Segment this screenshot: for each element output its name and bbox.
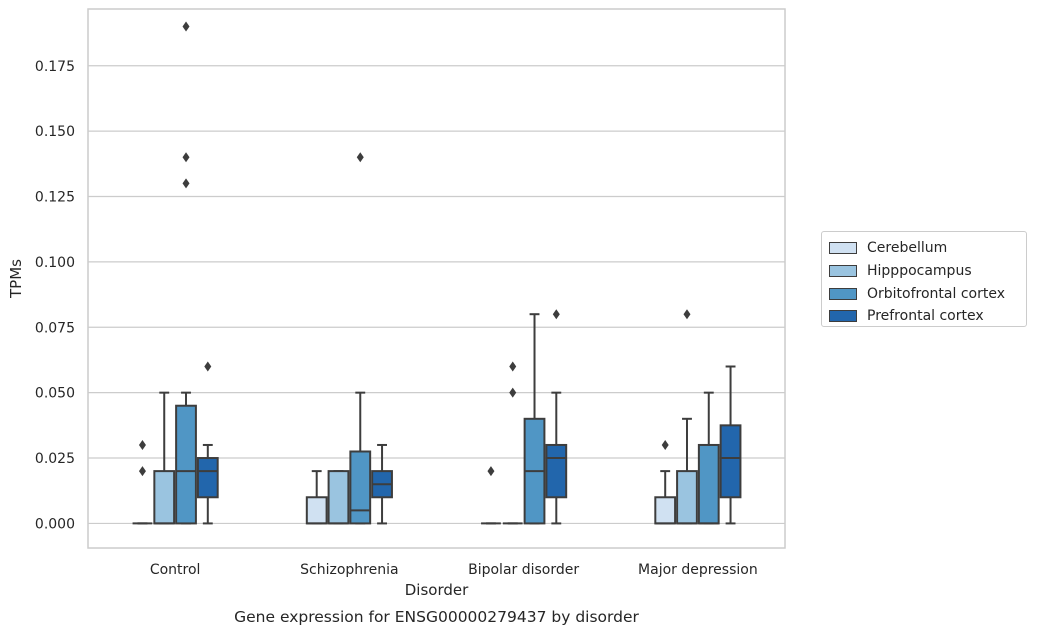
y-tick-label: 0.125	[35, 190, 75, 206]
x-axis-ticks: Control Schizophrenia Bipolar disorder Majo…	[150, 562, 758, 578]
legend-item-orbitofrontal-cortex: Orbitofrontal cortex	[829, 282, 1026, 305]
outlier-point	[509, 387, 517, 398]
box-hipppocampus	[327, 470, 350, 525]
legend-label: Cerebellum	[867, 240, 948, 257]
x-tick-label: Bipolar disorder	[468, 562, 579, 578]
legend-swatch	[829, 287, 857, 300]
outlier-point	[487, 466, 495, 477]
x-tick-label: Schizophrenia	[300, 562, 398, 578]
legend-item-prefrontal-cortex: Prefrontal cortex	[829, 305, 1026, 328]
box-prefrontal-cortex	[545, 309, 568, 525]
box-iqr	[719, 424, 742, 499]
box-orbitofrontal-cortex	[175, 21, 197, 525]
outlier-point	[509, 361, 517, 372]
outlier-point	[661, 439, 669, 450]
y-tick-label: 0.000	[35, 516, 75, 532]
y-tick-label: 0.150	[35, 124, 75, 140]
box-hipppocampus	[502, 361, 523, 525]
box-hipppocampus	[676, 309, 698, 525]
outlier-point	[683, 309, 691, 320]
outlier-point	[204, 361, 212, 372]
y-axis-ticks: 0.000 0.025 0.050 0.075 0.100 0.125 0.150 0.175	[35, 59, 75, 533]
legend-swatch	[829, 310, 857, 323]
outlier-point	[356, 152, 364, 163]
box-iqr	[153, 470, 176, 525]
box-iqr	[654, 496, 677, 525]
outlier-point	[552, 309, 560, 320]
outlier-point	[138, 466, 146, 477]
box-cerebellum	[481, 466, 501, 525]
box-iqr	[327, 470, 350, 525]
outlier-point	[182, 21, 190, 32]
chart-title: Gene expression for ENSG00000279437 by d…	[234, 608, 639, 626]
y-tick-label: 0.100	[35, 255, 75, 271]
box-orbitofrontal-cortex	[349, 152, 372, 525]
box-orbitofrontal-cortex	[523, 313, 546, 525]
box-iqr	[349, 450, 372, 525]
box-iqr	[196, 457, 219, 499]
plot-frame	[87, 8, 786, 549]
y-tick-label: 0.025	[35, 451, 75, 467]
box-cerebellum	[132, 439, 153, 525]
box-cerebellum	[305, 470, 328, 525]
y-tick-label: 0.050	[35, 386, 75, 402]
box-prefrontal-cortex	[371, 443, 393, 525]
box-hipppocampus	[153, 391, 176, 525]
legend-label: Prefrontal cortex	[867, 308, 984, 325]
box-prefrontal-cortex	[196, 361, 219, 525]
box-iqr	[697, 443, 720, 525]
box-iqr	[175, 404, 197, 525]
legend-label: Hipppocampus	[867, 263, 972, 280]
legend: Cerebellum Hipppocampus Orbitofrontal co…	[821, 231, 1027, 327]
box-series	[132, 21, 742, 525]
y-tick-label: 0.175	[35, 59, 75, 75]
legend-label: Orbitofrontal cortex	[867, 285, 1005, 302]
box-orbitofrontal-cortex	[697, 391, 720, 525]
x-axis-label: Disorder	[405, 581, 469, 599]
outlier-point	[182, 152, 190, 163]
x-tick-label: Major depression	[638, 562, 758, 578]
legend-item-hippocampus: Hipppocampus	[829, 260, 1026, 283]
box-iqr	[676, 470, 698, 525]
box-cerebellum	[654, 439, 677, 525]
y-axis-label: TPMs	[7, 259, 25, 299]
legend-swatch	[829, 242, 857, 255]
legend-swatch	[829, 265, 857, 278]
outlier-point	[138, 439, 146, 450]
legend-item-cerebellum: Cerebellum	[829, 237, 1026, 260]
y-tick-label: 0.075	[35, 320, 75, 336]
box-iqr	[545, 443, 568, 499]
outlier-point	[182, 178, 190, 189]
x-tick-label: Control	[150, 562, 201, 578]
box-iqr	[305, 496, 328, 525]
box-prefrontal-cortex	[719, 365, 742, 525]
